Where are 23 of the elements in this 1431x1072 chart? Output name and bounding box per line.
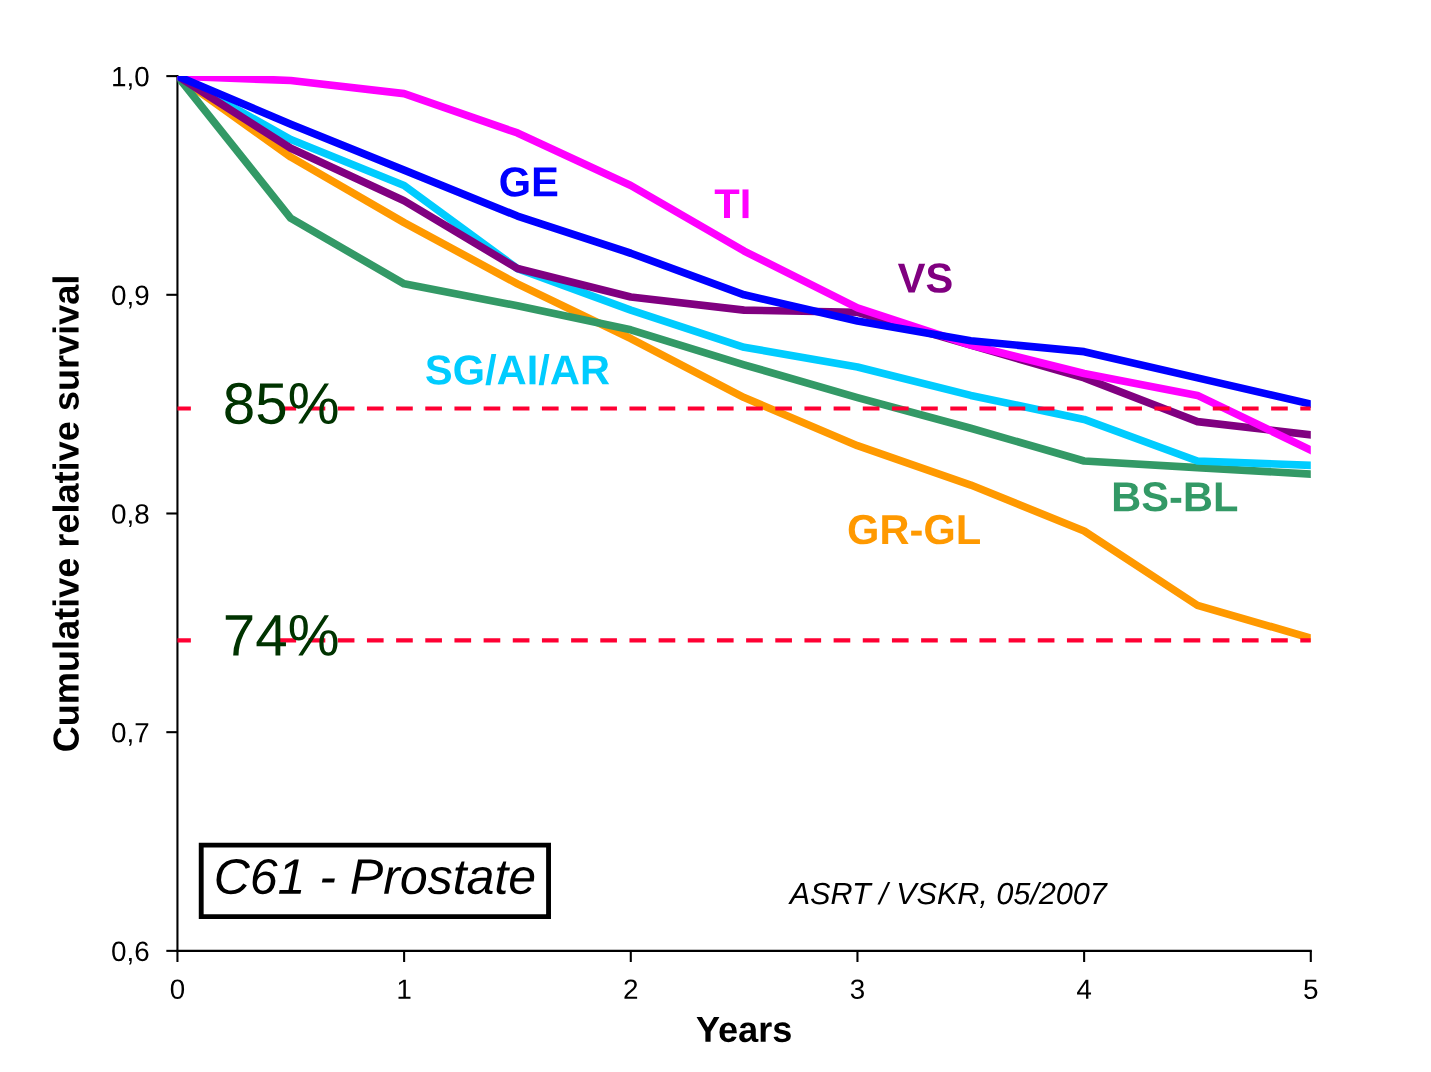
ref-line-label: 74%: [225, 614, 338, 656]
series-label: GR-GL: [848, 514, 980, 545]
y-tick-label: 1,0: [113, 66, 149, 90]
y-tick-label: 0,8: [112, 504, 149, 528]
series-label: GE: [500, 167, 558, 197]
y-tick-label: 0,7: [112, 722, 149, 746]
x-tick-label: 5: [1304, 979, 1318, 1000]
series-label: SG/AI/AR: [426, 354, 610, 386]
series-label: BS-BL: [1113, 482, 1238, 512]
x-tick-label: 0: [170, 979, 185, 1000]
x-tick-label: 2: [624, 979, 638, 999]
y-axis-title: Cumulative relative survival: [52, 277, 79, 751]
ref-line-label: 85%: [225, 382, 338, 425]
series-label: TI: [714, 189, 749, 219]
x-tick-label: 1: [398, 979, 411, 999]
x-tick-label: 4: [1077, 979, 1092, 999]
annotation: C61 - Prostate: [216, 858, 535, 895]
x-tick-label: 3: [850, 979, 864, 1000]
x-axis-title: Years: [696, 1016, 791, 1043]
y-tick-label: 0,6: [112, 941, 149, 965]
series-label: VS: [897, 263, 952, 293]
y-tick-label: 0,9: [112, 285, 149, 309]
annotation: ASRT / VSKR, 05/2007: [788, 881, 1108, 908]
